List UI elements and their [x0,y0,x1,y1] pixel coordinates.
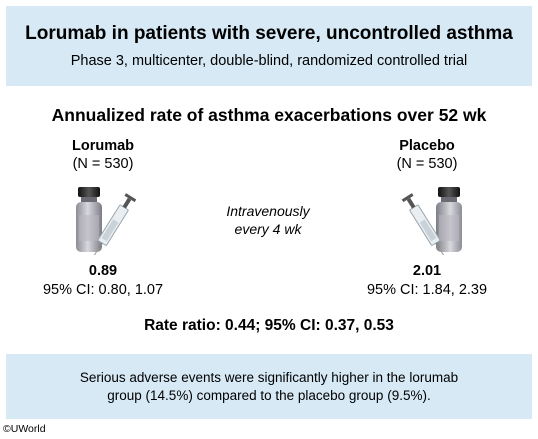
vial-and-syringe-icon [386,185,466,261]
arm-rate: 0.89 [88,263,118,279]
adverse-events-note: Serious adverse events were significantl… [26,369,512,405]
page-title: Lorumab in patients with severe, uncontr… [25,23,513,44]
administration-route: Intravenously every 4 wk [208,202,328,238]
arm-name: Lorumab [71,138,135,154]
arm-sample-size: (N = 530) [396,156,458,172]
note-line-1: Serious adverse events were significantl… [79,370,459,385]
arm-name: Placebo [399,138,455,154]
arm-ci: 95% CI: 1.84, 2.39 [366,282,488,298]
vial-and-syringe-icon [72,185,152,261]
page-subtitle: Phase 3, multicenter, double-blind, rand… [70,53,468,69]
rate-ratio: Rate ratio: 0.44; 95% CI: 0.37, 0.53 [144,317,394,334]
arm-rate: 2.01 [412,263,442,279]
outcome-heading: Annualized rate of asthma exacerbations … [51,105,487,125]
arm-lorumab: Lorumab (N = 530) 0.89 95% CI: 0.80, 1.0… [3,0,203,439]
route-line-1: Intravenously [226,203,310,219]
arm-placebo: Placebo (N = 530) 2.01 95% CI: 1.84, 2.3… [327,0,527,439]
route-line-2: every 4 wk [234,221,302,237]
copyright-notice: ©UWorld [3,423,46,435]
arm-sample-size: (N = 530) [72,156,134,172]
arm-ci: 95% CI: 0.80, 1.07 [42,282,164,298]
footer-panel: Serious adverse events were significantl… [6,354,532,419]
header-panel: Lorumab in patients with severe, uncontr… [6,6,532,86]
note-line-2: group (14.5%) compared to the placebo gr… [107,388,431,403]
